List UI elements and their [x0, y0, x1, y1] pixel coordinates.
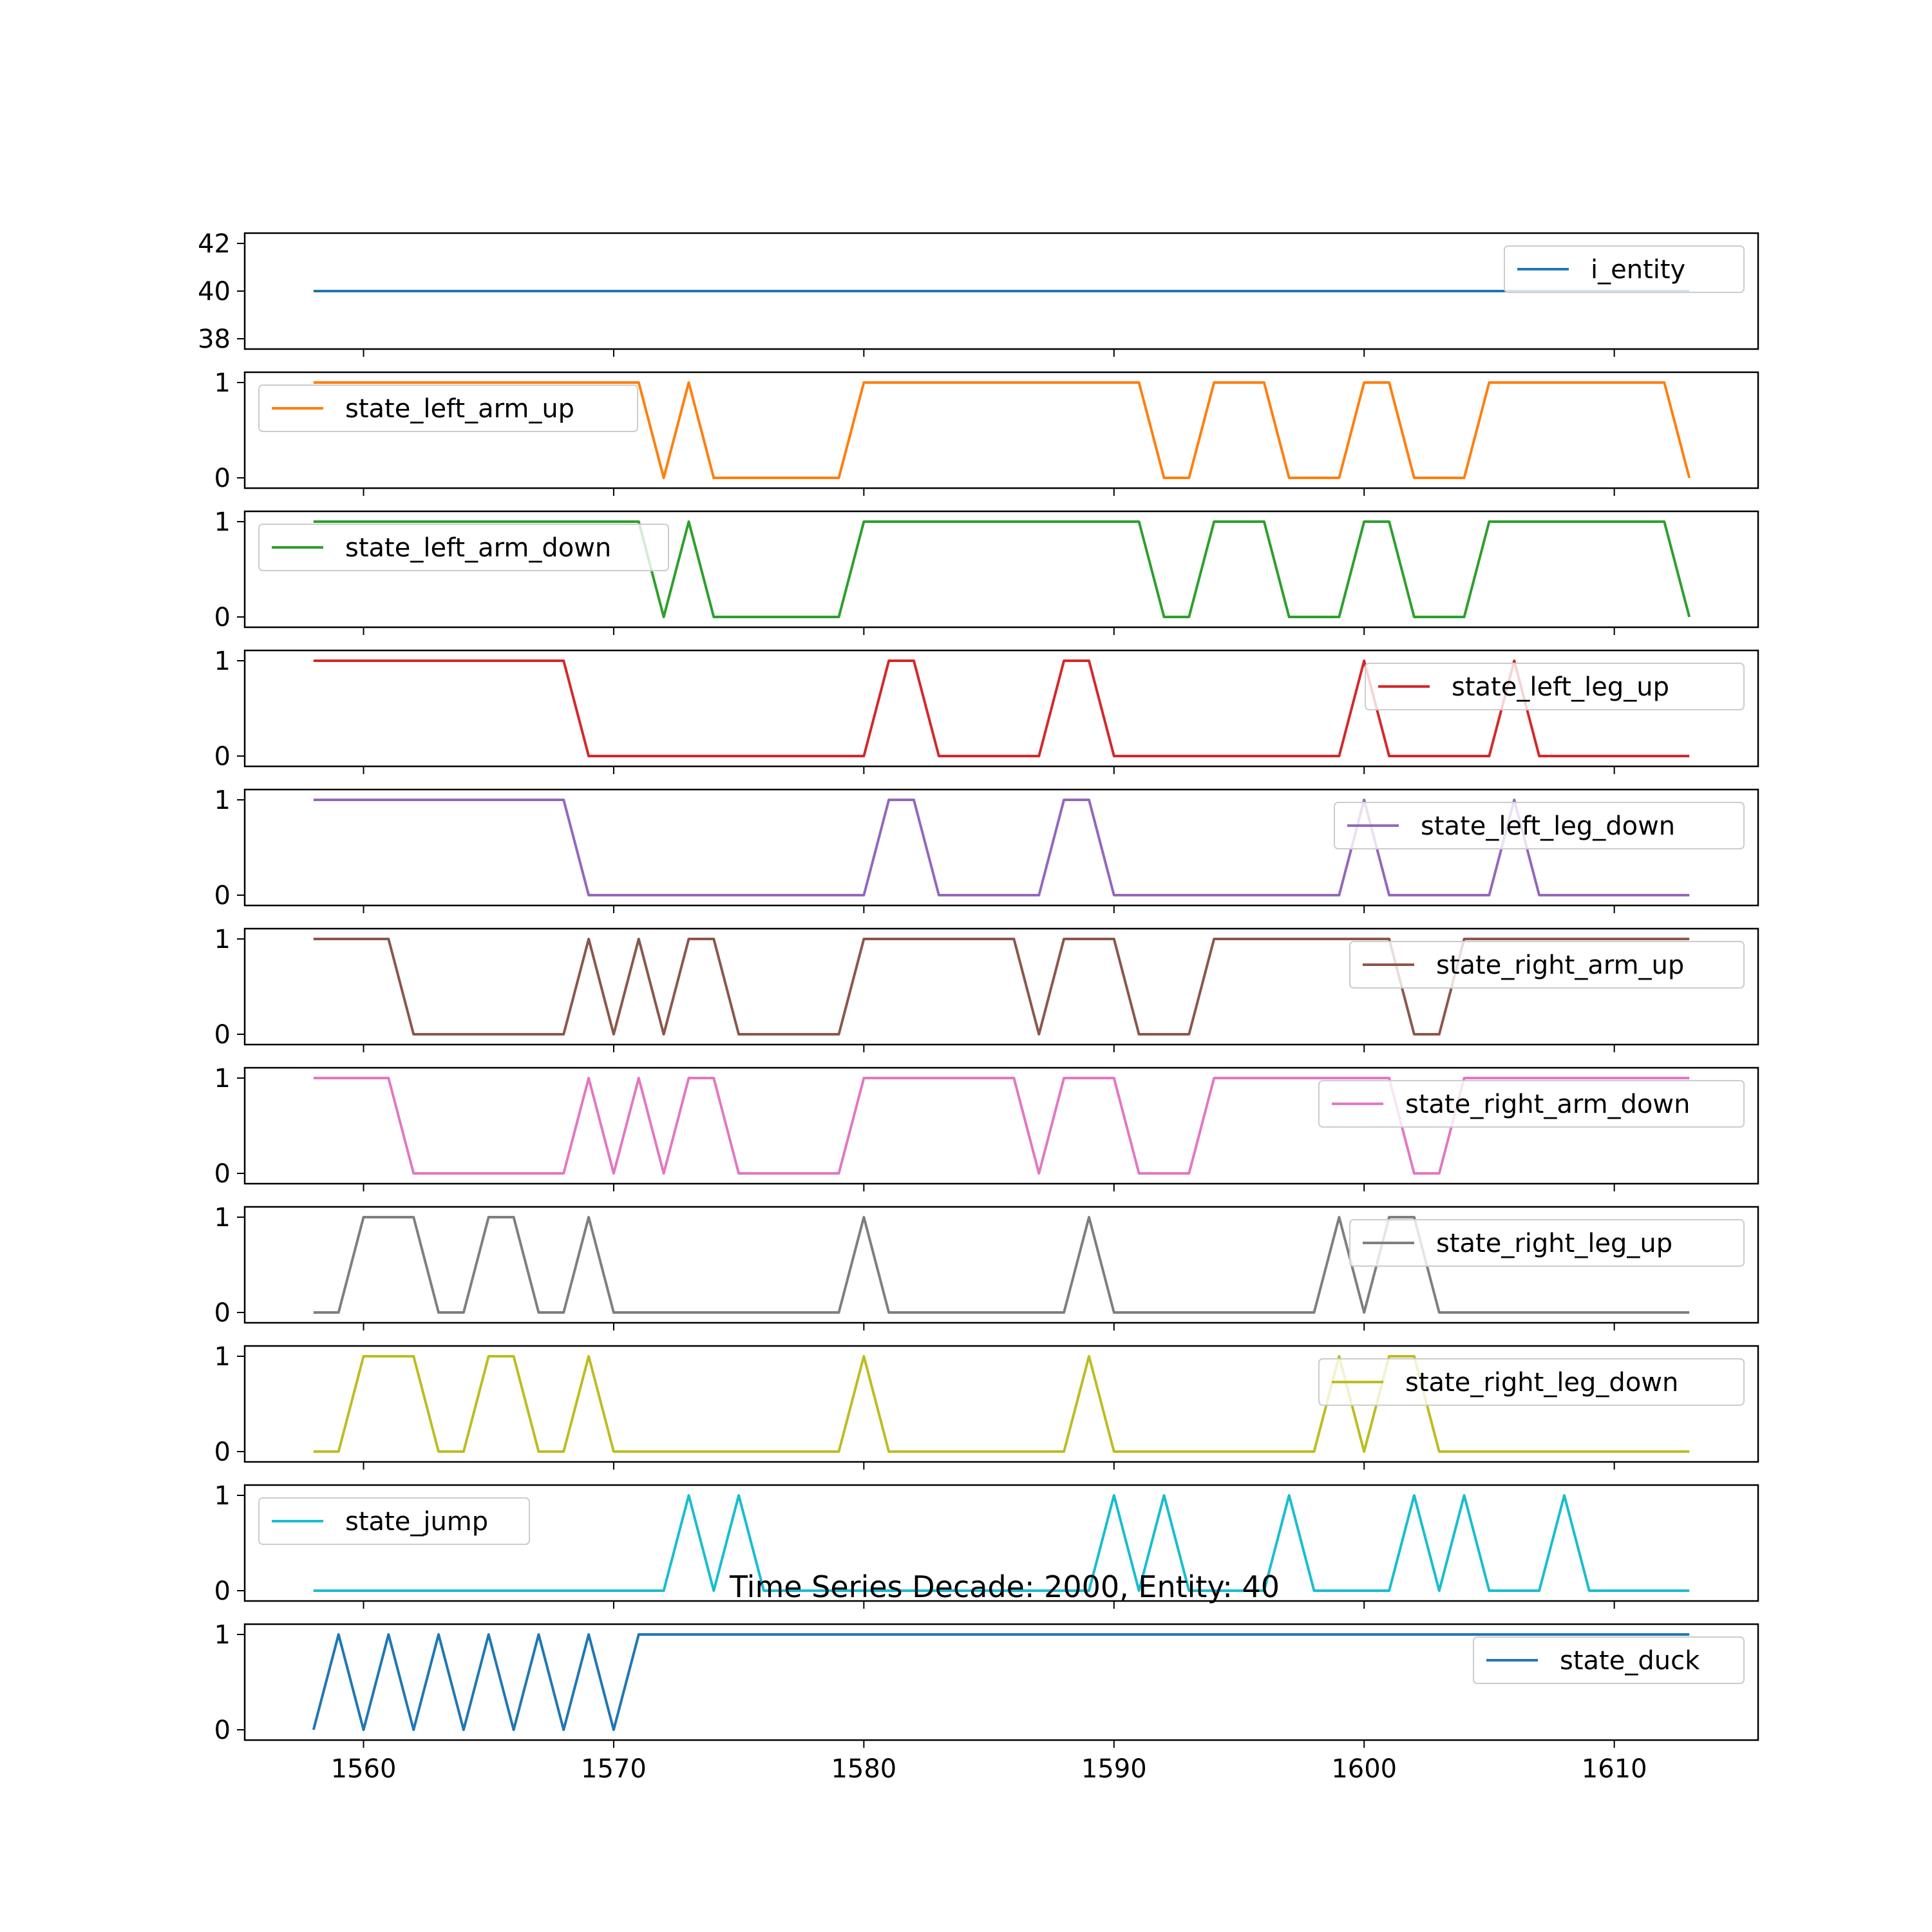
subplot-i_entity: 38 40 42 i_entity — [198, 229, 1759, 357]
legend-box — [1349, 1219, 1745, 1267]
legend: state_duck — [1473, 1636, 1745, 1684]
legend-box — [1504, 245, 1745, 293]
y-tick-label: 42 — [198, 229, 231, 259]
legend-label: state_left_arm_up — [345, 394, 574, 424]
y-tick-label: 1 — [214, 1620, 231, 1650]
subplot-state_jump: 0 1 state_jump — [214, 1481, 1759, 1609]
legend-label: state_right_leg_up — [1436, 1229, 1672, 1258]
y-tick-label: 38 — [198, 325, 231, 354]
figure-title: Time Series Decade: 2000, Entity: 40 — [729, 1569, 1280, 1604]
y-tick-label: 0 — [214, 603, 231, 632]
axes-frame — [243, 649, 1759, 768]
legend: state_right_leg_up — [1349, 1219, 1745, 1267]
legend-label: state_left_arm_down — [345, 533, 611, 563]
y-tick-label: 0 — [214, 464, 231, 493]
y-tick-label: 1 — [214, 507, 231, 537]
x-tick-label: 1580 — [831, 1754, 896, 1784]
x-tick-label: 1600 — [1331, 1754, 1397, 1784]
y-tick-label: 1 — [214, 1342, 231, 1372]
subplot-state_right_arm_down: 0 1 state_right_arm_down — [214, 1064, 1759, 1191]
legend-box — [1318, 1080, 1745, 1128]
axes-frame — [243, 1206, 1759, 1324]
legend-label: state_right_arm_down — [1405, 1090, 1690, 1119]
legend-box — [1318, 1358, 1745, 1406]
legend-box — [258, 524, 669, 571]
legend-label: state_left_leg_up — [1452, 672, 1669, 702]
legend: state_left_leg_up — [1365, 663, 1745, 710]
subplot-state_left_leg_up: 0 1 state_left_leg_up — [214, 647, 1759, 774]
series-line-state_jump — [313, 1494, 1690, 1592]
y-tick-label: 0 — [214, 1577, 231, 1606]
subplot-state_right_leg_down: 0 1 state_right_leg_down — [214, 1342, 1759, 1470]
legend: state_left_arm_up — [258, 384, 638, 432]
y-tick-label: 0 — [214, 1716, 231, 1745]
axes-frame — [243, 1623, 1759, 1741]
axes-frame — [243, 1484, 1759, 1602]
legend-box — [1473, 1636, 1745, 1684]
legend: state_jump — [258, 1497, 530, 1545]
subplot-state_left_arm_up: 0 1 state_left_arm_up — [214, 368, 1759, 496]
x-tick-label: 1560 — [331, 1754, 397, 1784]
x-tick-label: 1590 — [1081, 1754, 1147, 1784]
series-line-state_left_leg_up — [313, 659, 1690, 757]
legend: state_left_arm_down — [258, 524, 669, 571]
subplots: 38 40 42 i_entity 0 1 state_left_arm_up 0 1 state… — [198, 229, 1759, 1784]
series-line-state_left_arm_up — [313, 381, 1691, 479]
axes-frame — [243, 788, 1759, 907]
y-tick-label: 1 — [214, 786, 231, 815]
legend-box — [258, 384, 638, 432]
y-tick-label: 40 — [198, 277, 231, 307]
axes-frame — [243, 510, 1759, 629]
y-tick-label: 0 — [214, 1159, 231, 1189]
y-tick-label: 1 — [214, 1481, 231, 1511]
legend: state_right_leg_down — [1318, 1358, 1745, 1406]
axes-frame — [243, 1345, 1759, 1463]
subplot-state_left_leg_down: 0 1 state_left_leg_down — [214, 786, 1759, 913]
legend-label: state_right_arm_up — [1436, 951, 1684, 980]
y-tick-label: 0 — [214, 1298, 231, 1328]
y-tick-label: 1 — [214, 647, 231, 676]
y-tick-label: 0 — [214, 1437, 231, 1467]
legend-box — [1365, 663, 1745, 710]
axes-frame — [243, 927, 1759, 1046]
axes-frame — [243, 1066, 1759, 1185]
y-tick-label: 0 — [214, 1020, 231, 1050]
legend: state_right_arm_down — [1318, 1080, 1745, 1128]
subplot-state_right_arm_up: 0 1 state_right_arm_up — [214, 925, 1759, 1052]
series-line-state_duck — [312, 1633, 1690, 1731]
y-tick-label: 0 — [214, 881, 231, 911]
subplot-state_left_arm_down: 0 1 state_left_arm_down — [214, 507, 1759, 635]
legend-label: state_left_leg_down — [1421, 811, 1675, 841]
series-line-state_left_leg_down — [313, 799, 1690, 896]
x-tick-label: 1570 — [581, 1754, 647, 1784]
y-tick-label: 1 — [214, 368, 231, 398]
axes-frame — [243, 371, 1759, 489]
subplot-state_right_leg_up: 0 1 state_right_leg_up — [214, 1203, 1759, 1331]
legend-label: state_right_leg_down — [1405, 1368, 1678, 1397]
legend-box — [1349, 941, 1745, 989]
legend: i_entity — [1504, 245, 1745, 293]
legend-label: state_duck — [1560, 1646, 1700, 1676]
series-line-state_right_leg_down — [313, 1355, 1690, 1453]
legend-label: state_jump — [345, 1507, 488, 1537]
legend: state_right_arm_up — [1349, 941, 1745, 989]
y-tick-label: 1 — [214, 925, 231, 954]
y-tick-label: 1 — [214, 1203, 231, 1233]
legend: state_left_leg_down — [1334, 802, 1745, 849]
legend-box — [258, 1497, 530, 1545]
series-line-state_left_arm_down — [313, 520, 1691, 618]
y-tick-label: 1 — [214, 1064, 231, 1094]
legend-label: i_entity — [1591, 255, 1685, 285]
y-tick-label: 0 — [214, 742, 231, 772]
legend-box — [1334, 802, 1745, 849]
subplot-state_duck: 0 1 state_duck 1560 1570 1580 1590 1600 1610 — [214, 1620, 1759, 1784]
series-line-state_right_leg_up — [313, 1216, 1690, 1314]
x-tick-label: 1610 — [1582, 1754, 1647, 1784]
